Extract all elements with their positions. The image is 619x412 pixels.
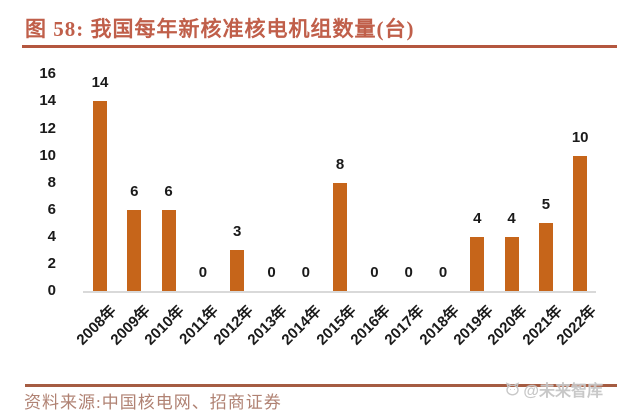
figure-title: 图 58: 我国每年新核准核电机组数量(台) [25,17,415,41]
y-tick-label-10: 10 [39,146,56,164]
value-label-2018年: 0 [438,264,448,281]
value-label-2015年: 8 [335,155,345,173]
bar-2012年 [230,250,245,291]
bar-2009年 [127,209,142,291]
y-tick-label-16: 16 [39,65,56,83]
y-tick-label-4: 4 [47,227,56,245]
y-tick-label-14: 14 [39,92,56,110]
value-label-2008年: 14 [91,74,109,92]
bar-2021年 [538,223,553,291]
bar-2008年 [93,101,107,291]
bar-2020年 [504,236,519,291]
value-label-2019年: 4 [473,209,482,227]
value-label-2010年: 6 [164,182,173,200]
value-label-2020年: 4 [507,209,516,227]
value-label-2022年: 10 [571,128,589,146]
y-tick-label-6: 6 [47,200,56,218]
watermark-logo-icon [505,382,520,396]
bar-2019年 [470,236,485,291]
value-label-2017年: 0 [404,264,413,281]
source-citation: 资料来源:中国核电网、招商证券 [24,393,282,412]
bar-2010年 [161,209,176,291]
y-tick-label-2: 2 [47,254,56,272]
x-axis-baseline [83,291,596,293]
title-underline [22,45,617,48]
value-label-2021年: 5 [541,196,551,214]
value-label-2016年: 0 [370,264,379,281]
y-tick-label-0: 0 [47,282,56,299]
watermark-text: @未来智库 [523,383,603,400]
value-label-2013年: 0 [267,264,276,281]
y-tick-label-8: 8 [47,173,56,191]
value-label-2012年: 3 [233,223,242,241]
bar-2022年 [573,155,588,291]
y-tick-label-12: 12 [39,119,56,137]
watermark: @未来智库 [505,377,603,401]
value-label-2011年: 0 [198,264,208,281]
bar-chart: 0 2 4 6 8 10 12 14 16 14 2008年 6 2009年 6 2010年 0 2011年 3 2… [0,60,619,372]
bar-2015年 [333,182,348,291]
value-label-2014年: 0 [301,264,310,281]
source-divider-line [25,384,617,387]
value-label-2009年: 6 [130,182,139,200]
